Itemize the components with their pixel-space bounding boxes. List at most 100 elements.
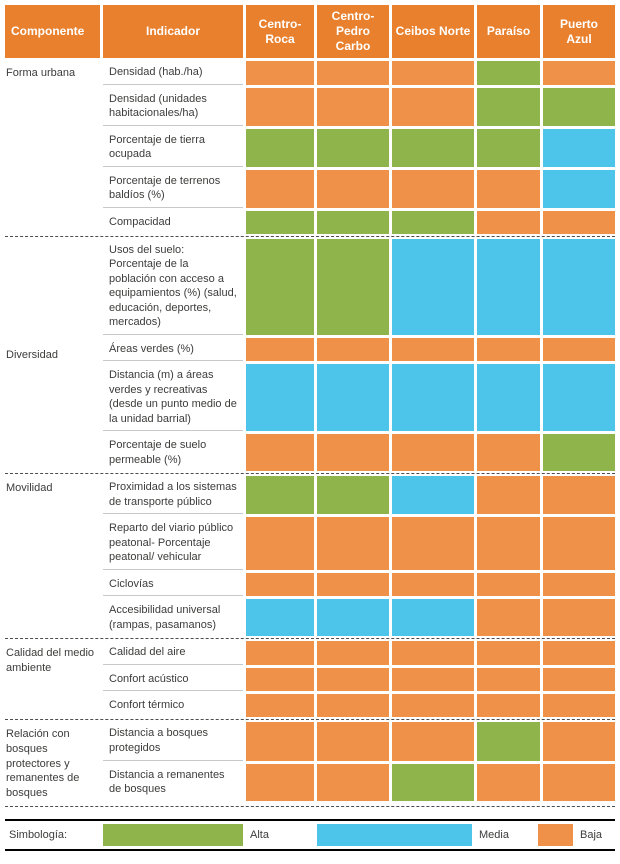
rating-cell: [477, 641, 540, 665]
indicator-label: Distancia (m) a áreas verdes y recreativ…: [103, 364, 243, 432]
rating-cell: [246, 434, 314, 472]
rating-cell: [392, 641, 474, 665]
rating-cell: [477, 476, 540, 515]
rating-cell: [392, 364, 474, 432]
rating-cell: [392, 517, 474, 570]
rating-cell: [543, 434, 615, 472]
header-zone-centro-roca: Centro-Roca: [246, 5, 314, 58]
rating-cell: [317, 599, 389, 637]
indicator-label: Confort térmico: [103, 694, 243, 718]
rating-cell: [392, 337, 474, 362]
indicator-matrix-table: Componente Indicador Centro-Roca Centro-…: [5, 5, 615, 852]
indicator-row: Porcentaje de terrenos baldíos (%): [103, 169, 615, 208]
rating-cell: [246, 667, 314, 692]
indicator-label: Densidad (unidades habitacionales/ha): [103, 87, 243, 126]
rating-cell: [246, 763, 314, 801]
component-section: Relación con bosques protectores y reman…: [5, 722, 615, 808]
indicator-label: Densidad (hab./ha): [103, 61, 243, 85]
rating-cell: [246, 476, 314, 515]
rating-cell: [317, 128, 389, 167]
header-zone-paraiso: Paraíso: [477, 5, 540, 58]
rating-cell: [477, 61, 540, 85]
rating-cell: [392, 210, 474, 234]
rating-cell: [477, 667, 540, 692]
rating-cell: [543, 128, 615, 167]
rating-cell: [477, 87, 540, 126]
rating-cell: [543, 517, 615, 570]
legend-label-baja: Baja: [580, 829, 603, 842]
rating-cell: [317, 641, 389, 665]
rating-cell: [317, 694, 389, 718]
rating-cell: [392, 128, 474, 167]
component-label: Relación con bosques protectores y reman…: [5, 722, 100, 805]
indicator-label: Ciclovías: [103, 572, 243, 597]
header-componente: Componente: [5, 5, 100, 58]
indicator-label: Distancia a remanentes de bosques: [103, 763, 243, 801]
legend-swatch-baja: [538, 824, 573, 847]
rating-cell: [392, 434, 474, 472]
rating-cell: [543, 87, 615, 126]
rating-cell: [246, 641, 314, 665]
rating-cell: [477, 722, 540, 761]
rating-cell: [543, 61, 615, 85]
component-section: Calidad del medio ambiente Calidad del ai…: [5, 641, 615, 721]
indicator-row: Ciclovías: [103, 572, 615, 597]
rating-cell: [543, 572, 615, 597]
rating-cell: [543, 337, 615, 362]
table-body: Forma urbana Densidad (hab./ha) Densidad (…: [5, 61, 615, 808]
rating-cell: [246, 87, 314, 126]
rating-cell: [246, 722, 314, 761]
rating-cell: [317, 364, 389, 432]
component-section: Forma urbana Densidad (hab./ha) Densidad (…: [5, 61, 615, 237]
rating-cell: [477, 599, 540, 637]
indicator-row: Porcentaje de suelo permeable (%): [103, 434, 615, 472]
rating-cell: [477, 434, 540, 472]
rating-cell: [477, 169, 540, 208]
component-section: Diversidad Usos del suelo: Porcentaje de …: [5, 238, 615, 475]
indicator-row: Usos del suelo: Porcentaje de la poblaci…: [103, 238, 615, 335]
rating-cell: [317, 238, 389, 335]
rating-cell: [543, 210, 615, 234]
rating-cell: [246, 210, 314, 234]
indicator-row: Distancia a remanentes de bosques: [103, 763, 615, 801]
rating-cell: [477, 572, 540, 597]
component-section: Movilidad Proximidad a los sistemas de tr…: [5, 476, 615, 640]
rating-cell: [392, 667, 474, 692]
component-label: Diversidad: [5, 238, 100, 472]
indicator-label: Porcentaje de suelo permeable (%): [103, 434, 243, 472]
indicator-label: Accesibilidad universal (rampas, pasaman…: [103, 599, 243, 637]
rating-cell: [543, 169, 615, 208]
rating-cell: [392, 476, 474, 515]
indicator-label: Usos del suelo: Porcentaje de la poblaci…: [103, 238, 243, 335]
indicator-label: Compacidad: [103, 210, 243, 234]
indicator-row: Accesibilidad universal (rampas, pasaman…: [103, 599, 615, 637]
indicator-label: Reparto del viario público peatonal- Por…: [103, 517, 243, 570]
rating-cell: [246, 599, 314, 637]
component-label: Movilidad: [5, 476, 100, 637]
rating-cell: [317, 572, 389, 597]
indicator-row: Calidad del aire: [103, 641, 615, 665]
rating-cell: [246, 61, 314, 85]
indicator-row: Densidad (hab./ha): [103, 61, 615, 85]
indicator-row: Áreas verdes (%): [103, 337, 615, 362]
indicator-label: Porcentaje de terrenos baldíos (%): [103, 169, 243, 208]
rating-cell: [246, 694, 314, 718]
legend-label-alta: Alta: [250, 829, 269, 842]
table-header-row: Componente Indicador Centro-Roca Centro-…: [5, 5, 615, 58]
header-indicador: Indicador: [103, 5, 243, 58]
rating-cell: [317, 517, 389, 570]
rating-cell: [317, 434, 389, 472]
rating-cell: [246, 238, 314, 335]
indicator-label: Porcentaje de tierra ocupada: [103, 128, 243, 167]
indicator-row: Densidad (unidades habitacionales/ha): [103, 87, 615, 126]
legend-label-media: Media: [479, 829, 509, 842]
rating-cell: [392, 722, 474, 761]
indicator-row: Compacidad: [103, 210, 615, 234]
indicator-label: Calidad del aire: [103, 641, 243, 665]
indicator-row: Porcentaje de tierra ocupada: [103, 128, 615, 167]
rating-cell: [246, 364, 314, 432]
legend: Simbología: Alta Media Baja: [5, 819, 615, 852]
rating-cell: [246, 169, 314, 208]
rating-cell: [317, 667, 389, 692]
rating-cell: [392, 599, 474, 637]
